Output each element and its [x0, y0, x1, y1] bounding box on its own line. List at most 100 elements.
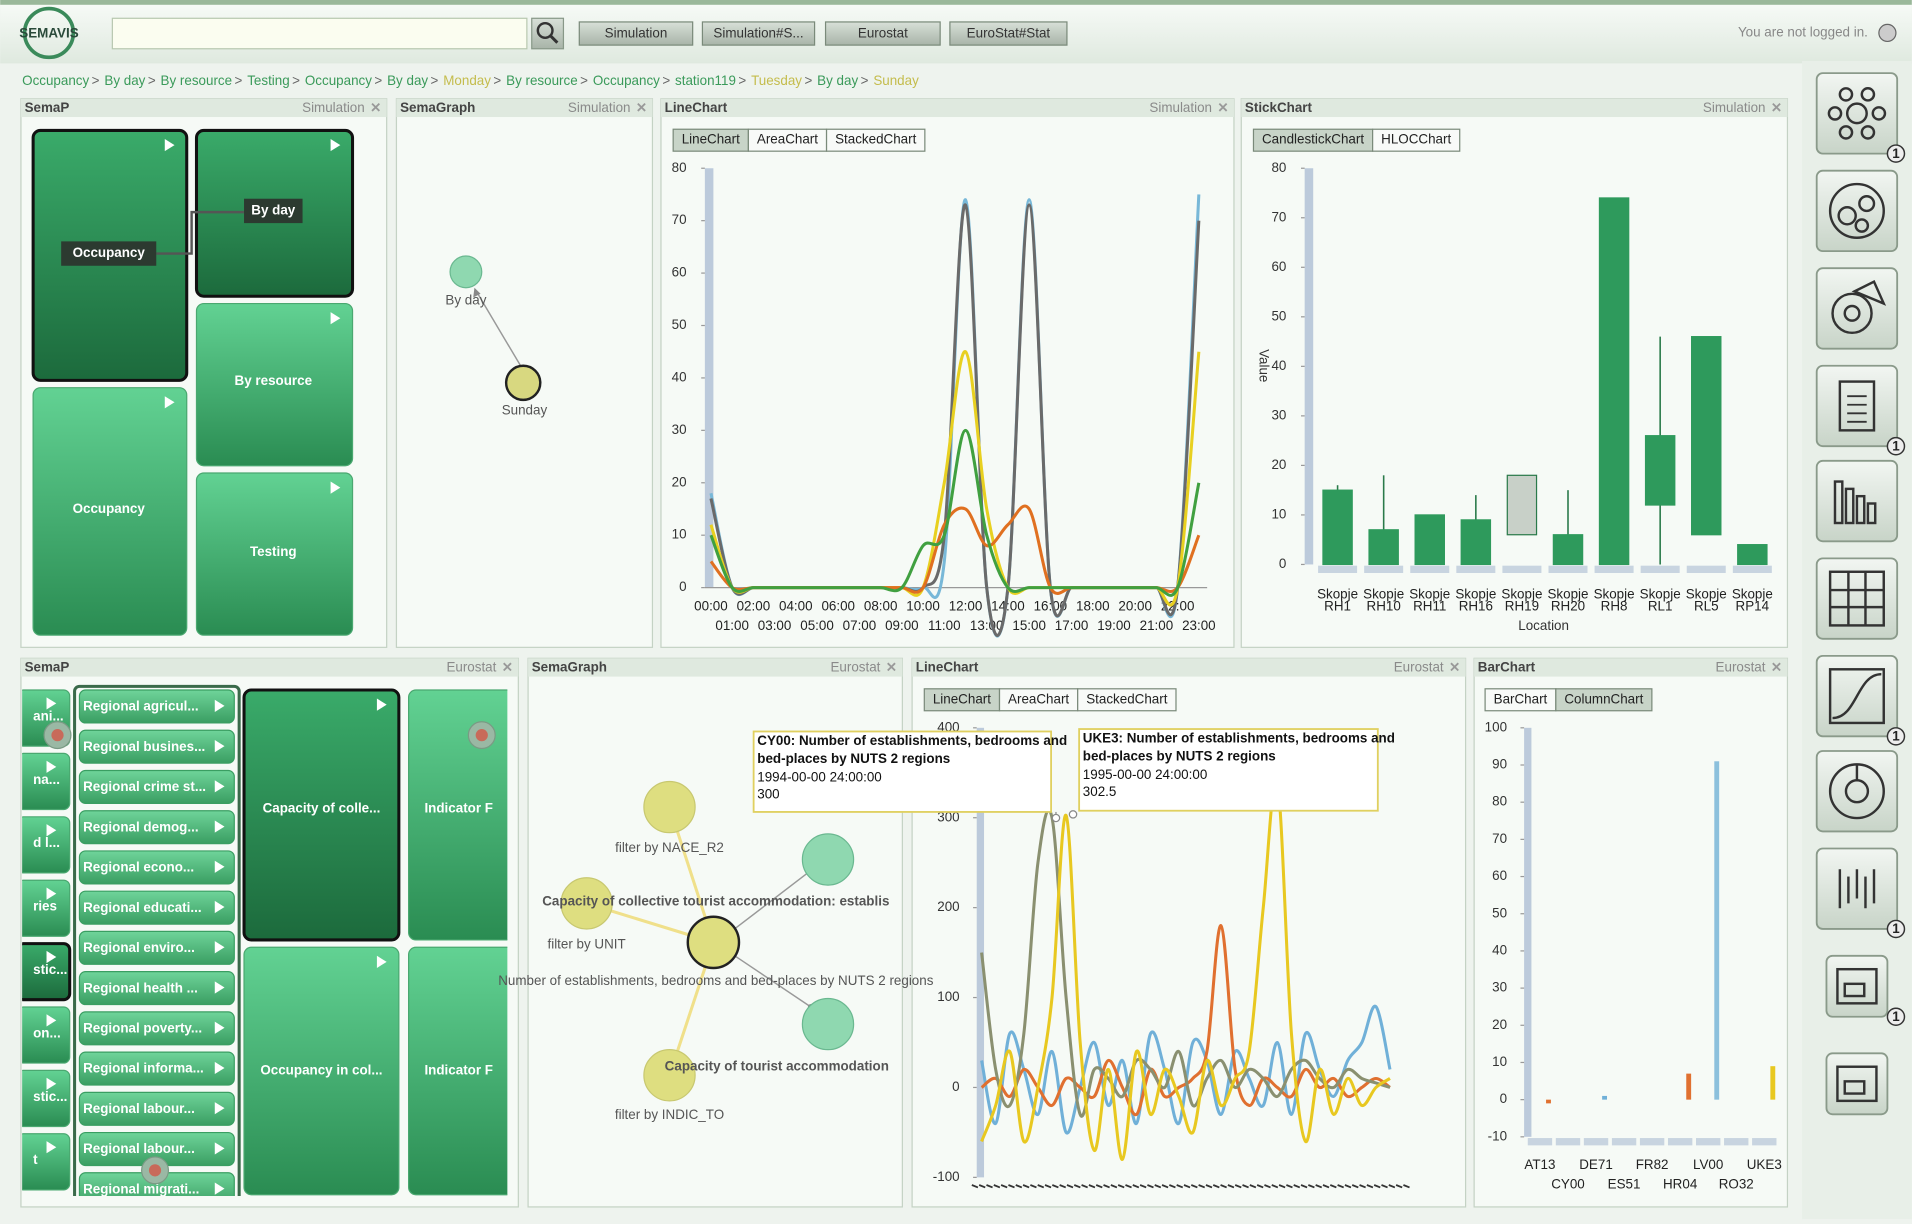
candle-body[interactable] [1737, 544, 1768, 566]
list-item[interactable] [78, 890, 235, 925]
chart-tab[interactable] [825, 128, 926, 152]
candle-body[interactable] [1460, 519, 1492, 566]
panel-close[interactable] [371, 102, 381, 112]
treemap-tile[interactable] [17, 816, 71, 874]
treemap-tile[interactable] [17, 1006, 71, 1064]
breadcrumb-item[interactable]: By resource [161, 73, 233, 88]
list-item[interactable] [78, 1051, 235, 1086]
expand-arrow [46, 1014, 57, 1027]
y-tick-label: 40 [672, 369, 687, 384]
candle-body[interactable] [1644, 435, 1676, 506]
breadcrumb-item[interactable]: Testing [247, 73, 289, 88]
candle-body[interactable] [1322, 489, 1353, 566]
nav-button[interactable] [949, 21, 1068, 46]
candle-body[interactable] [1691, 336, 1722, 536]
tooltip-value: 300 [757, 786, 779, 801]
bar[interactable] [1686, 1073, 1692, 1100]
graph-node[interactable] [801, 997, 855, 1051]
icon-glyph [1866, 502, 1877, 525]
breadcrumb-item[interactable]: Monday [443, 73, 491, 88]
list-item[interactable] [78, 850, 235, 885]
panel-close[interactable] [1218, 102, 1228, 112]
treemap-tile[interactable] [243, 946, 400, 1196]
sidebar-icon[interactable] [1815, 750, 1899, 833]
graph-node[interactable] [686, 915, 741, 970]
sidebar-icon[interactable] [1815, 169, 1899, 253]
expand-arrow [330, 312, 341, 325]
treemap-tile[interactable] [17, 1069, 71, 1128]
breadcrumb-item[interactable]: Sunday [873, 73, 919, 88]
treemap-tile[interactable] [408, 946, 519, 1196]
breadcrumb-item[interactable]: station119 [675, 73, 736, 88]
breadcrumb-item[interactable]: By day [817, 73, 858, 88]
breadcrumb-item[interactable]: Tuesday [751, 73, 802, 88]
candle-body[interactable] [1552, 534, 1584, 566]
treemap-tile[interactable] [32, 387, 188, 636]
chart-tab[interactable] [1555, 688, 1653, 712]
list-item[interactable] [78, 729, 235, 764]
breadcrumb-separator: > [431, 73, 439, 88]
treemap-tile[interactable] [17, 752, 71, 811]
panel-close[interactable] [1772, 662, 1781, 672]
x-tick-label: 05:00 [800, 618, 834, 633]
sidebar-icon[interactable] [1815, 72, 1899, 155]
search-input[interactable] [111, 17, 528, 50]
candle-body[interactable] [1368, 529, 1399, 566]
bar[interactable] [1546, 1099, 1551, 1104]
list-item[interactable] [78, 810, 235, 845]
x-tick-label: 04:00 [779, 599, 813, 614]
graph-node[interactable] [643, 1049, 696, 1102]
sidebar-icon[interactable] [1825, 954, 1889, 1018]
panel-close[interactable] [887, 662, 896, 672]
candle-body[interactable] [1506, 474, 1538, 536]
breadcrumb-item[interactable]: By resource [506, 73, 578, 88]
candle-body[interactable] [1414, 514, 1445, 566]
nav-button[interactable] [824, 21, 941, 46]
breadcrumb-item[interactable]: By day [104, 73, 145, 88]
treemap-tile[interactable] [17, 1133, 71, 1191]
treemap-tile[interactable] [17, 942, 72, 1002]
sidebar-icon[interactable] [1815, 557, 1899, 640]
panel-close[interactable] [1772, 102, 1781, 112]
graph-node[interactable] [504, 364, 542, 402]
list-item[interactable] [78, 689, 235, 724]
tile-label: Indicator F [424, 1063, 493, 1078]
bar[interactable] [1602, 1095, 1608, 1100]
list-item[interactable] [78, 971, 235, 1006]
list-item[interactable] [78, 1091, 235, 1126]
panel-close[interactable] [637, 102, 646, 112]
candle-body[interactable] [1598, 197, 1630, 566]
list-item[interactable] [78, 1011, 235, 1046]
badge [1886, 144, 1906, 163]
treemap-tile[interactable] [17, 879, 71, 937]
breadcrumb-item[interactable]: Occupancy [305, 73, 372, 88]
category-band [1686, 565, 1726, 573]
graph-node[interactable] [560, 877, 613, 930]
breadcrumb-item[interactable]: By day [387, 73, 428, 88]
treemap-tile[interactable] [195, 302, 354, 467]
nav-button[interactable] [701, 21, 816, 46]
power-button[interactable] [1878, 23, 1897, 43]
graph-node[interactable] [643, 780, 696, 834]
bar[interactable] [1770, 1066, 1776, 1100]
treemap-tile[interactable] [408, 689, 519, 941]
sidebar-icon[interactable] [1815, 364, 1899, 448]
chart-tab[interactable] [1372, 128, 1461, 152]
sidebar-icon[interactable] [1825, 1052, 1889, 1116]
list-item[interactable] [78, 769, 235, 805]
panel-close[interactable] [503, 662, 512, 672]
treemap-tile[interactable] [242, 688, 401, 942]
chart-tab[interactable] [1077, 688, 1177, 712]
breadcrumb-item[interactable]: Occupancy [593, 73, 660, 88]
panel-close[interactable] [1450, 662, 1459, 672]
nav-button[interactable] [578, 21, 694, 46]
graph-node[interactable] [449, 255, 483, 289]
bar[interactable] [1714, 761, 1720, 1100]
expand-arrow [214, 820, 225, 833]
graph-node[interactable] [801, 833, 855, 886]
breadcrumb-item[interactable]: Occupancy [22, 73, 89, 88]
tile-label: By day [251, 202, 296, 217]
treemap-tile[interactable] [195, 472, 354, 636]
list-item[interactable] [78, 930, 235, 965]
